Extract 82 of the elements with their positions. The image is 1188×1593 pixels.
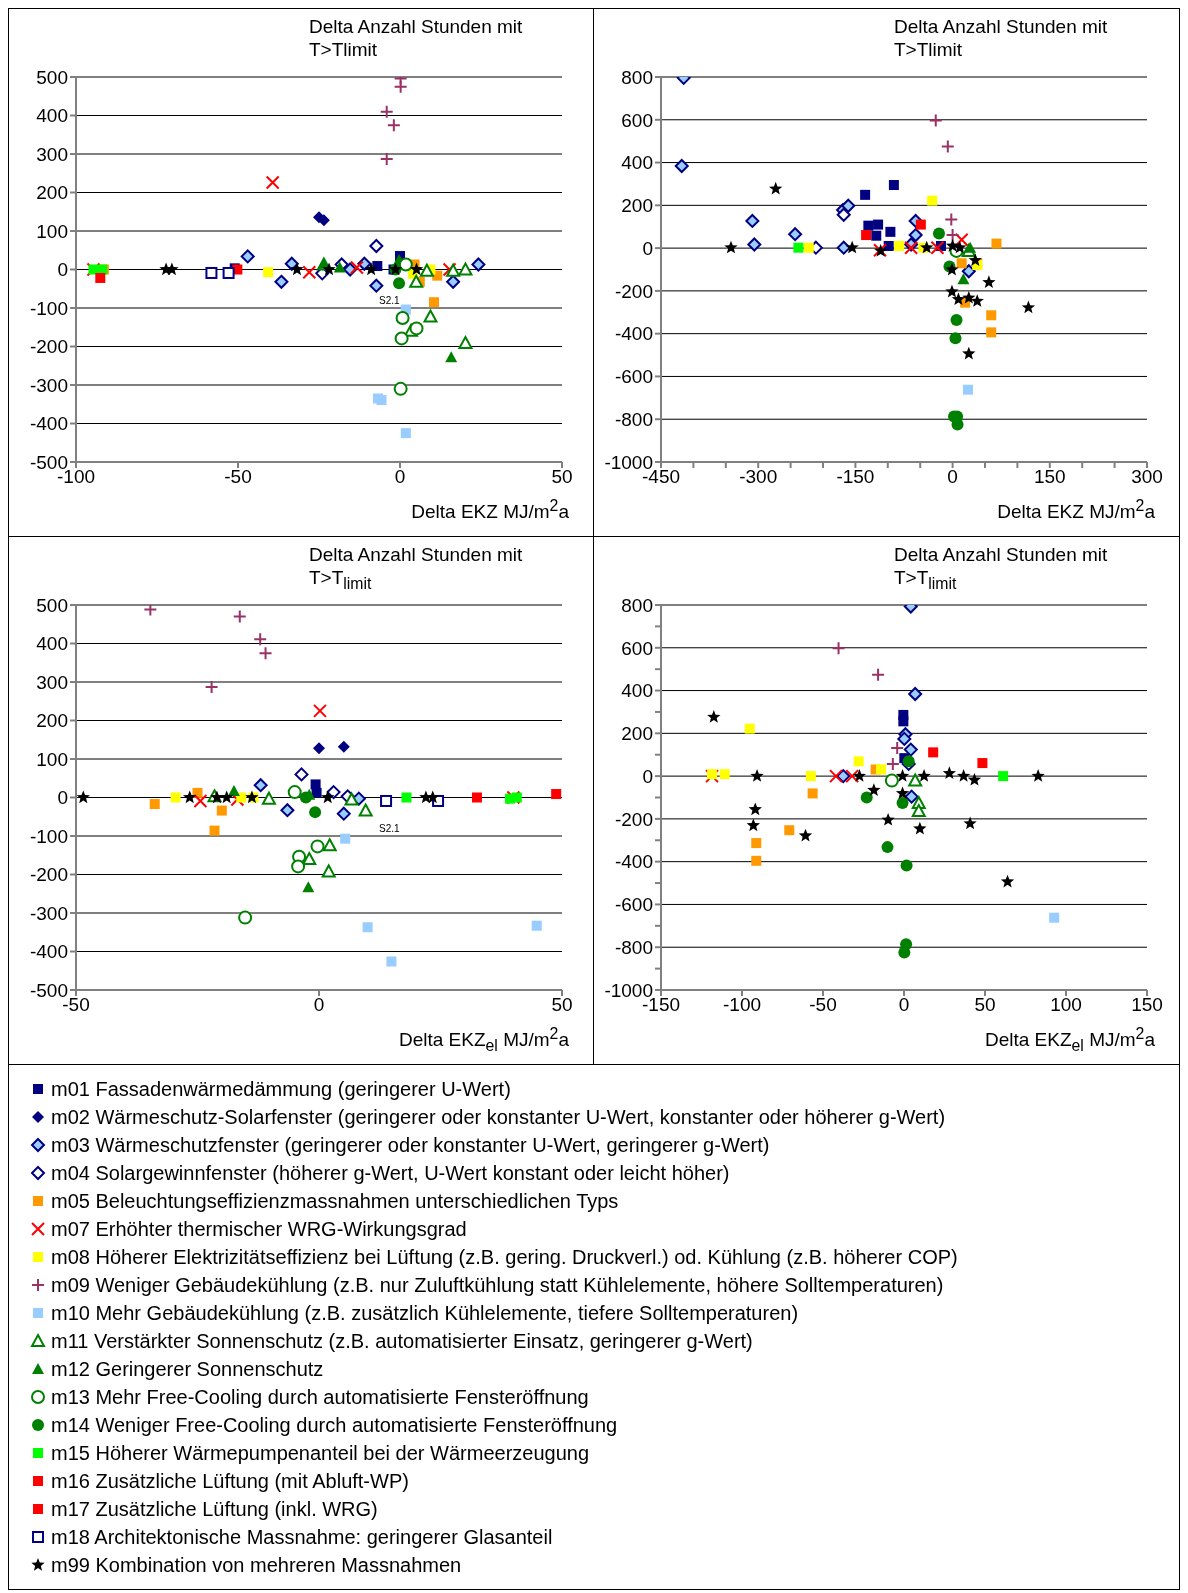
x-tick-label: 100 — [1050, 994, 1082, 1016]
x-tick-label: 50 — [551, 466, 573, 488]
y-tick-label: 200 — [621, 723, 653, 745]
x-tick-label: 0 — [394, 466, 406, 488]
x-axis-title: Delta EKZ MJ/m$^{2}$a — [410, 497, 570, 524]
y-tick-label: -600 — [614, 366, 653, 388]
y-tick-label: 400 — [621, 680, 653, 702]
y-tick-label: 100 — [36, 220, 68, 242]
legend-label: m10 Mehr Gebäudekühlung (z.B. zusätzlich Kühlelemente, tiefere Solltemperaturen) — [51, 1301, 799, 1326]
x-tick-label: 50 — [974, 994, 996, 1016]
legend-label: m09 Weniger Gebäudekühlung (z.B. nur Zuluftkühlung statt Kühlelemente, höhere Solltemperaturen) — [51, 1273, 944, 1298]
legend-label: m05 Beleuchtungseffizienzmassnahmen unterschiedlichen Typs — [51, 1189, 619, 1214]
annotation: S2.1 — [379, 823, 400, 834]
y-tick-label: 400 — [621, 152, 653, 174]
y-tick-label: 200 — [36, 182, 68, 204]
legend-label: m14 Weniger Free-Cooling durch automatisierte Fensteröffnung — [51, 1413, 618, 1438]
y-tick-label: 0 — [57, 259, 68, 281]
x-tick-label: -150 — [836, 466, 875, 488]
y-tick-label: -200 — [29, 336, 68, 358]
x-tick-label: 300 — [1131, 466, 1163, 488]
y-tick-label: -800 — [614, 408, 653, 430]
legend-label: m04 Solargewinnfenster (höherer g-Wert, U-Wert konstant oder leicht höher) — [51, 1161, 730, 1186]
legend-label: m12 Geringerer Sonnenschutz — [51, 1357, 324, 1382]
y-tick-label: 400 — [36, 633, 68, 655]
x-tick-label: -50 — [809, 994, 837, 1016]
legend-label: m11 Verstärkter Sonnenschutz (z.B. automatisierter Einsatz, geringerer g-Wert) — [51, 1329, 753, 1354]
legend-label: m01 Fassadenwärmedämmung (geringerer U-Wert) — [51, 1077, 511, 1102]
x-tick-label: -100 — [722, 994, 762, 1016]
y-tick-label: -300 — [29, 374, 68, 396]
x-tick-label: 50 — [551, 994, 573, 1016]
legend-label: m16 Zusätzliche Lüftung (mit Abluft-WP) — [51, 1469, 409, 1494]
y-tick-label: -200 — [614, 280, 653, 302]
x-tick-label: -300 — [739, 466, 778, 488]
y-tick-label: 800 — [621, 66, 653, 88]
y-tick-label: -800 — [614, 936, 653, 958]
y-tick-label: -100 — [29, 297, 68, 319]
y-tick-label: 300 — [36, 671, 68, 693]
y-tick-label: -600 — [614, 894, 653, 916]
legend-label: m13 Mehr Free-Cooling durch automatisierte Fensteröffnung — [51, 1385, 589, 1410]
legend-label: m15 Höherer Wärmepumpenanteil bei der Wärmeerzeugung — [51, 1441, 590, 1466]
y-axis-title: Delta Anzahl Stunden mit T>Tlimit — [893, 15, 1109, 62]
legend-label: m99 Kombination von mehreren Massnahmen — [51, 1553, 462, 1578]
x-tick-label: 0 — [947, 466, 958, 488]
y-tick-label: 200 — [36, 710, 68, 732]
x-tick-label: 150 — [1131, 994, 1163, 1016]
legend-label: m07 Erhöhter thermischer WRG-Wirkungsgrad — [51, 1217, 467, 1242]
legend-label: m18 Architektonische Massnahme: geringerer Glasanteil — [51, 1525, 553, 1550]
y-tick-label: -200 — [614, 808, 653, 830]
y-tick-label: 500 — [36, 66, 68, 88]
legend-label: m03 Wärmeschutzfenster (geringerer oder konstanter U-Wert, geringerer g-Wert) — [51, 1133, 770, 1158]
legend-label: m08 Höherer Elektrizitätseffizienz bei Lüftung (z.B. gering. Druckverl.) od. Kühlung (z.B. höherer COP) — [51, 1245, 958, 1270]
y-axis-title: Delta Anzahl Stunden mit T>Tlimit — [308, 15, 524, 62]
x-tick-label: 0 — [898, 994, 910, 1016]
annotation: S2.1 — [379, 295, 400, 306]
y-tick-label: 500 — [36, 594, 68, 616]
x-tick-label: -50 — [224, 466, 252, 488]
y-tick-label: 100 — [36, 748, 68, 770]
y-tick-label: -400 — [614, 851, 653, 873]
x-tick-label: 0 — [313, 994, 325, 1016]
y-tick-label: 600 — [621, 109, 653, 131]
y-tick-label: -400 — [614, 323, 653, 345]
x-axis-title: Delta EKZ$_{el}$ MJ/m$^{2}$a — [397, 1025, 570, 1056]
y-tick-label: 800 — [621, 594, 653, 616]
y-tick-label: 0 — [642, 765, 653, 787]
legend-label: m02 Wärmeschutz-Solarfenster (geringerer oder konstanter U-Wert, konstanter oder höherer g-Wert) — [51, 1105, 946, 1130]
y-tick-label: 0 — [57, 787, 68, 809]
x-axis-title: Delta EKZ$_{el}$ MJ/m$^{2}$a — [983, 1025, 1156, 1056]
x-tick-label: 150 — [1033, 466, 1066, 488]
y-tick-label: 300 — [36, 143, 68, 165]
legend-label: m17 Zusätzliche Lüftung (inkl. WRG) — [51, 1497, 378, 1522]
y-tick-label: -300 — [29, 902, 68, 924]
y-tick-label: -200 — [29, 864, 68, 886]
x-axis-title: Delta EKZ MJ/m$^{2}$a — [996, 497, 1156, 524]
y-tick-label: -100 — [29, 825, 68, 847]
y-axis-title: Delta Anzahl Stunden mit T>T$_{limit}$ — [308, 543, 524, 594]
y-tick-label: 400 — [36, 105, 68, 127]
y-tick-label: -400 — [29, 413, 68, 435]
y-tick-label: -400 — [29, 941, 68, 963]
y-tick-label: 0 — [642, 237, 653, 259]
y-axis-title: Delta Anzahl Stunden mit T>T$_{limit}$ — [893, 543, 1109, 594]
y-tick-label: 200 — [621, 195, 653, 217]
y-tick-label: 600 — [621, 637, 653, 659]
